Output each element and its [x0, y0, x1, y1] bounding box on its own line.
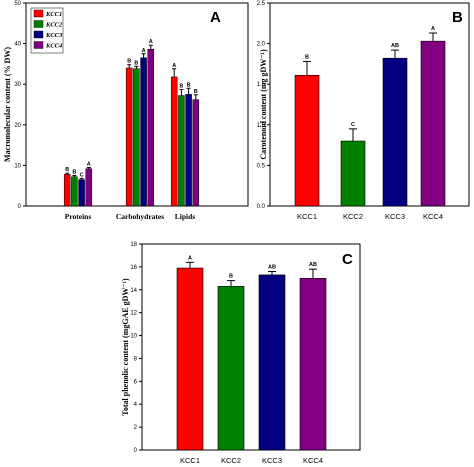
panel-c-bar [299, 278, 327, 451]
panel-b-bar [382, 57, 408, 207]
panel-a-category-label: Carbohydrates [116, 212, 164, 221]
panel-a-significance-letter: B [127, 59, 131, 65]
panel-c-significance-letter: AB [268, 264, 276, 270]
panel-b-significance-letter: AB [391, 43, 399, 49]
panel-c-y-tick-label: 18 [130, 242, 137, 248]
panel-a-y-tick-label: 30 [14, 82, 21, 88]
panel-a-legend-swatch [33, 9, 44, 18]
panel-a-significance-letter: B [179, 83, 183, 89]
panel-a-y-tick-label: 0 [18, 204, 22, 210]
panel-b-y-tick-label: 2.0 [257, 42, 266, 48]
panel-c-letter: C [342, 251, 353, 268]
panel-a-significance-letter: A [172, 63, 176, 69]
panel-c-y-tick-label: 16 [130, 265, 137, 271]
panel-b-bar [340, 140, 366, 207]
panel-b-bar [420, 40, 446, 207]
panel-a-y-tick-label: 10 [14, 163, 21, 169]
panel-c-y-tick-label: 4 [134, 402, 138, 408]
panel-a-significance-letter: B [65, 167, 69, 173]
panel-a-y-tick-label: 40 [14, 42, 21, 48]
panel-a-significance-letter: B [134, 60, 138, 66]
panel-c-y-tick-label: 10 [130, 334, 137, 340]
panel-b-category-label: KCC3 [385, 212, 405, 221]
panel-a-y-tick-label: 20 [14, 123, 21, 129]
panel-a-bar [147, 49, 155, 207]
panel-a-significance-letter: B [187, 82, 191, 88]
panel-a-significance-letter: A [142, 48, 146, 54]
panel-b-bar [294, 74, 320, 207]
panel-b-category-label: KCC1 [297, 212, 317, 221]
panel-a-legend-label: KCC2 [45, 22, 63, 29]
panel-c-significance-letter: B [229, 274, 233, 280]
panel-c-bar [258, 274, 286, 451]
panel-a-bar [178, 95, 185, 207]
panel-a-bar [78, 179, 85, 207]
panel-c-y-tick-label: 6 [134, 379, 138, 385]
panel-c-y-axis-title: Total phenolic content (mgGAE gDW⁻¹) [121, 278, 130, 416]
panel-a-y-axis-title: Macromolecular content (% DW) [3, 47, 12, 162]
panel-c-frame [141, 243, 361, 451]
panel-a-bar [192, 99, 200, 207]
panel-b-y-tick-label: 0.0 [257, 204, 266, 210]
panel-a-bar [140, 57, 147, 207]
panel-a-significance-letter: B [194, 89, 198, 95]
panel-a-y-tick-label: 50 [14, 1, 21, 7]
panel-a-significance-letter: C [80, 172, 84, 178]
panel-c-bar [217, 286, 245, 451]
panel-b-y-axis-title: Carotenoid content (mg gDW⁻¹) [259, 49, 268, 160]
panel-a-significance-letter: B [72, 170, 76, 176]
panel-a-legend-label: KCC3 [45, 32, 63, 39]
panel-a-legend: KCC1 KCC2 KCC3 KCC4 [30, 7, 64, 54]
panel-a-category-label: Lipids [175, 212, 196, 221]
panel-b-y-tick-label: 0.5 [257, 163, 266, 169]
panel-a-bar [133, 68, 140, 207]
panel-b-significance-letter: B [305, 54, 309, 60]
panel-b-category-label: KCC4 [423, 212, 443, 221]
panel-c-significance-letter: A [188, 255, 192, 261]
panel-a-legend-swatch [33, 41, 44, 49]
panel-a-bar [71, 176, 78, 207]
panel-c-y-tick-label: 2 [134, 425, 138, 431]
panel-b-y-tick-label: 1.5 [257, 82, 266, 88]
panel-a-legend-swatch [33, 30, 44, 39]
panel-c-y-tick-label: 12 [130, 311, 137, 317]
panel-a-bar [85, 168, 93, 207]
panel-c-category-label: KCC3 [262, 456, 282, 465]
panel-a-legend-label: KCC4 [45, 43, 63, 50]
panel-b-significance-letter: A [431, 26, 435, 32]
panel-c: 0 2 4 6 8 10 12 14 16 18 Total phenolic content (m… [121, 242, 361, 465]
panel-c-y-tick-label: 14 [130, 288, 137, 294]
panel-a: 0 10 20 30 40 50 Macromolecular content (% DW)… [3, 1, 249, 221]
panel-b-category-label: KCC2 [343, 212, 363, 221]
panel-b-significance-letter: C [351, 122, 355, 128]
panel-c-category-label: KCC4 [303, 456, 323, 465]
panel-a-letter: A [210, 9, 221, 26]
panel-c-category-label: KCC1 [180, 456, 200, 465]
panel-a-bar [63, 174, 71, 207]
panel-c-category-label: KCC2 [221, 456, 241, 465]
panel-c-y-tick-label: 0 [134, 448, 138, 454]
panel-c-y-tick-label: 8 [134, 356, 138, 362]
panel-a-legend-swatch [33, 20, 44, 28]
panel-a-legend-label: KCC1 [45, 11, 62, 18]
panel-b-y-tick-label: 1.0 [257, 123, 266, 129]
panel-a-category-label: Proteins [65, 212, 92, 221]
panel-b: 0.0 0.5 1.0 1.5 2.0 2.5 Carotenoid content (mg… [257, 1, 470, 221]
panel-a-bar [125, 67, 133, 207]
panel-a-bar [170, 76, 178, 207]
panel-c-bar [176, 267, 204, 451]
panel-a-significance-letter: A [149, 39, 153, 45]
panel-a-significance-letter: A [87, 161, 91, 167]
panel-a-bar [185, 94, 192, 207]
panel-b-letter: B [452, 9, 463, 26]
panel-c-significance-letter: AB [309, 262, 317, 268]
panel-b-y-tick-label: 2.5 [257, 1, 266, 7]
